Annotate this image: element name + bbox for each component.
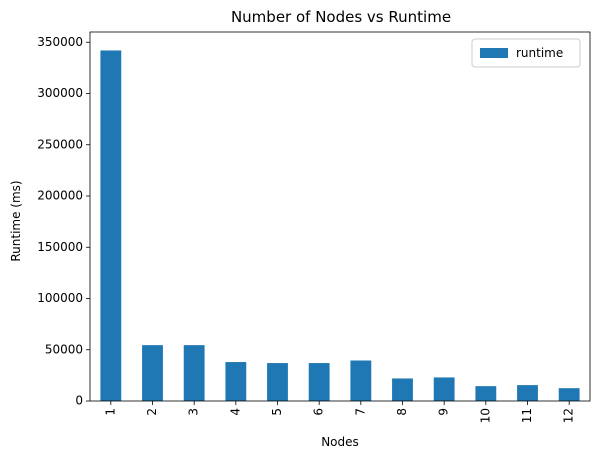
- y-tick-label-50000: 50000: [45, 342, 83, 356]
- bar-3: [183, 345, 205, 401]
- bar-4: [225, 362, 247, 401]
- x-tick-label-5: 5: [270, 408, 284, 416]
- bar-2: [142, 345, 163, 401]
- y-tick-label-250000: 250000: [37, 137, 83, 151]
- legend-box: [471, 38, 581, 68]
- bar-7: [350, 360, 372, 401]
- legend-label-runtime: runtime: [516, 46, 563, 60]
- bar-9: [433, 377, 455, 401]
- chart-title: Number of Nodes vs Runtime: [231, 8, 451, 26]
- y-axis-label: Runtime (ms): [9, 180, 23, 261]
- x-tick-label-9: 9: [437, 408, 451, 416]
- legend: runtime: [471, 38, 581, 68]
- y-tick-label-0: 0: [75, 394, 83, 408]
- plot-area: 1 2 3 4 5 6 7 8 9 10 11 120500001000001500002000002…: [37, 31, 591, 423]
- bar-11: [517, 385, 538, 401]
- x-tick-label-1: 1: [103, 408, 117, 416]
- x-tick-label-4: 4: [228, 408, 242, 416]
- y-tick-label-150000: 150000: [37, 240, 83, 254]
- x-tick-label-8: 8: [395, 408, 409, 416]
- y-ticks: 0 50000 100000 150000 200000 250000 300000 3500…: [37, 35, 90, 408]
- x-tick-label-3: 3: [187, 408, 201, 416]
- x-tick-label-10: 10: [478, 408, 492, 423]
- x-tick-label-12: 12: [562, 408, 576, 423]
- axes-frame: [89, 31, 591, 402]
- y-tick-label-100000: 100000: [37, 291, 83, 305]
- bar-6: [308, 363, 330, 401]
- bar-5: [267, 363, 288, 401]
- y-tick-label-350000: 350000: [37, 35, 83, 49]
- bar-10: [475, 386, 497, 401]
- y-tick-label-300000: 300000: [37, 86, 83, 100]
- x-tick-label-11: 11: [520, 408, 534, 423]
- x-tick-label-6: 6: [312, 408, 326, 416]
- bar-12: [558, 388, 580, 401]
- x-tick-label-2: 2: [145, 408, 159, 416]
- bar-8: [392, 378, 413, 401]
- legend-swatch-runtime: [480, 48, 508, 58]
- bar-1: [100, 50, 122, 401]
- bars-group: [100, 50, 580, 401]
- x-tick-label-7: 7: [353, 408, 367, 416]
- y-tick-label-200000: 200000: [37, 189, 83, 203]
- x-ticks: 1 2 3 4 5 6 7 8 9 10 11 12: [103, 401, 576, 423]
- x-axis-label: Nodes: [321, 435, 359, 449]
